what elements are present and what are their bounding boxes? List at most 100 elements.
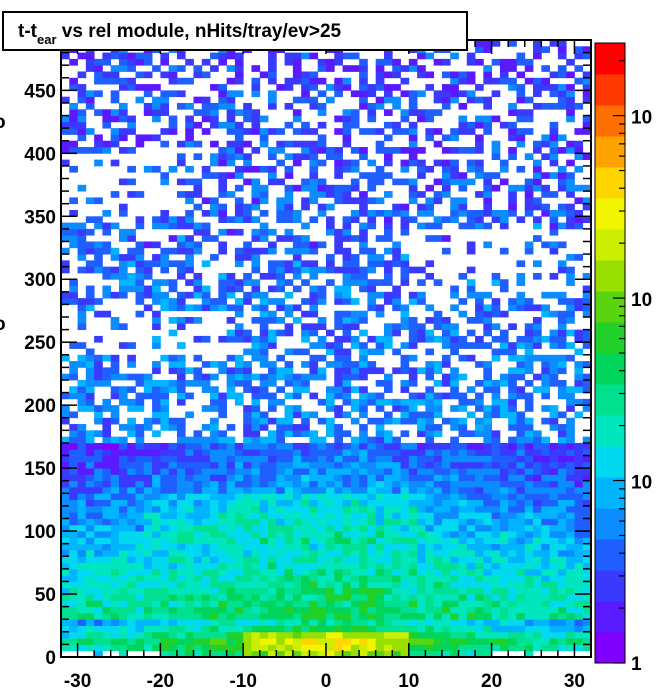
heatmap-cell	[491, 386, 501, 393]
heatmap-cell	[152, 619, 161, 626]
heatmap-cell	[524, 468, 534, 475]
heatmap-cell	[450, 524, 459, 532]
heatmap-cell	[533, 373, 542, 381]
heatmap-cell	[499, 487, 509, 494]
heatmap-cell	[549, 549, 559, 557]
heatmap-cell	[284, 568, 294, 576]
heatmap-cell	[77, 398, 87, 406]
heatmap-cell	[226, 587, 236, 595]
heatmap-cell	[375, 518, 385, 526]
heatmap-cell	[334, 165, 343, 173]
heatmap-cell	[359, 285, 368, 293]
heatmap-cell	[383, 417, 393, 425]
heatmap-cell	[226, 65, 236, 72]
heatmap-cell	[508, 524, 517, 532]
heatmap-cell	[309, 625, 319, 633]
heatmap-cell	[210, 102, 219, 110]
heatmap-cell	[152, 612, 161, 620]
heatmap-cell	[342, 524, 352, 532]
heatmap-cell	[234, 650, 244, 658]
heatmap-cell	[268, 153, 277, 161]
heatmap-cell	[301, 575, 310, 582]
heatmap-cell	[367, 109, 377, 116]
heatmap-cell	[127, 644, 136, 652]
heatmap-cell	[85, 58, 95, 66]
heatmap-cell	[94, 367, 103, 375]
heatmap-cell	[85, 638, 95, 645]
heatmap-cell	[309, 373, 319, 381]
heatmap-cell	[383, 455, 393, 463]
heatmap-cell	[433, 499, 443, 507]
heatmap-cell	[77, 228, 87, 236]
heatmap-cell	[168, 442, 178, 450]
heatmap-cell	[450, 348, 459, 356]
heatmap-cell	[433, 461, 443, 469]
heatmap-cell	[143, 165, 153, 173]
heatmap-cell	[301, 184, 310, 192]
heatmap-cell	[557, 543, 567, 551]
heatmap-cell	[218, 493, 228, 501]
heatmap-cell	[268, 461, 277, 469]
heatmap-cell	[193, 543, 203, 551]
heatmap-cell	[160, 512, 170, 519]
heatmap-cell	[433, 335, 443, 343]
heatmap-cell	[466, 581, 476, 589]
heatmap-cell	[458, 581, 468, 589]
heatmap-cell	[301, 335, 310, 343]
heatmap-cell	[566, 625, 575, 633]
heatmap-cell	[533, 178, 542, 186]
heatmap-cell	[574, 411, 584, 419]
heatmap-cell	[143, 581, 153, 589]
heatmap-cell	[61, 549, 70, 557]
heatmap-cell	[210, 52, 219, 60]
heatmap-cell	[541, 102, 550, 110]
heatmap-cell	[218, 398, 228, 406]
heatmap-cell	[259, 329, 269, 337]
heatmap-cell	[491, 398, 501, 406]
heatmap-cell	[367, 291, 377, 299]
heatmap-cell	[524, 77, 534, 85]
heatmap-cell	[491, 518, 501, 526]
heatmap-cell	[259, 543, 269, 551]
heatmap-cell	[574, 606, 584, 614]
heatmap-cell	[417, 625, 426, 633]
heatmap-cell	[342, 254, 352, 261]
heatmap-cell	[276, 260, 285, 268]
heatmap-cell	[350, 493, 360, 501]
heatmap-cell	[450, 84, 459, 91]
heatmap-cell	[574, 361, 584, 368]
heatmap-cell	[400, 543, 410, 551]
heatmap-cell	[549, 644, 559, 652]
heatmap-cell	[574, 487, 584, 494]
heatmap-cell	[541, 524, 550, 532]
heatmap-cell	[234, 537, 244, 545]
heatmap-cell	[292, 442, 302, 450]
heatmap-cell	[400, 260, 410, 268]
heatmap-cell	[392, 587, 401, 595]
heatmap-cell	[251, 266, 261, 274]
heatmap-cell	[201, 581, 211, 589]
heatmap-cell	[524, 304, 534, 312]
heatmap-cell	[508, 606, 517, 614]
heatmap-cell	[433, 222, 443, 230]
heatmap-cell	[243, 556, 252, 563]
heatmap-cell	[210, 562, 219, 570]
heatmap-cell	[185, 612, 194, 620]
heatmap-cell	[160, 468, 170, 475]
heatmap-cell	[77, 531, 87, 538]
heatmap-cell	[326, 543, 335, 551]
heatmap-cell	[185, 260, 194, 268]
heatmap-cell	[450, 493, 459, 501]
heatmap-cell	[135, 549, 145, 557]
heatmap-cell	[566, 638, 575, 645]
heatmap-cell	[582, 272, 592, 280]
heatmap-cell	[102, 272, 112, 280]
heatmap-cell	[417, 568, 426, 576]
heatmap-cell	[168, 493, 178, 501]
heatmap-cell	[317, 600, 327, 608]
heatmap-cell	[226, 128, 236, 135]
heatmap-cell	[342, 329, 352, 337]
heatmap-cell	[77, 354, 87, 362]
heatmap-cell	[533, 512, 542, 519]
heatmap-cell	[201, 543, 211, 551]
